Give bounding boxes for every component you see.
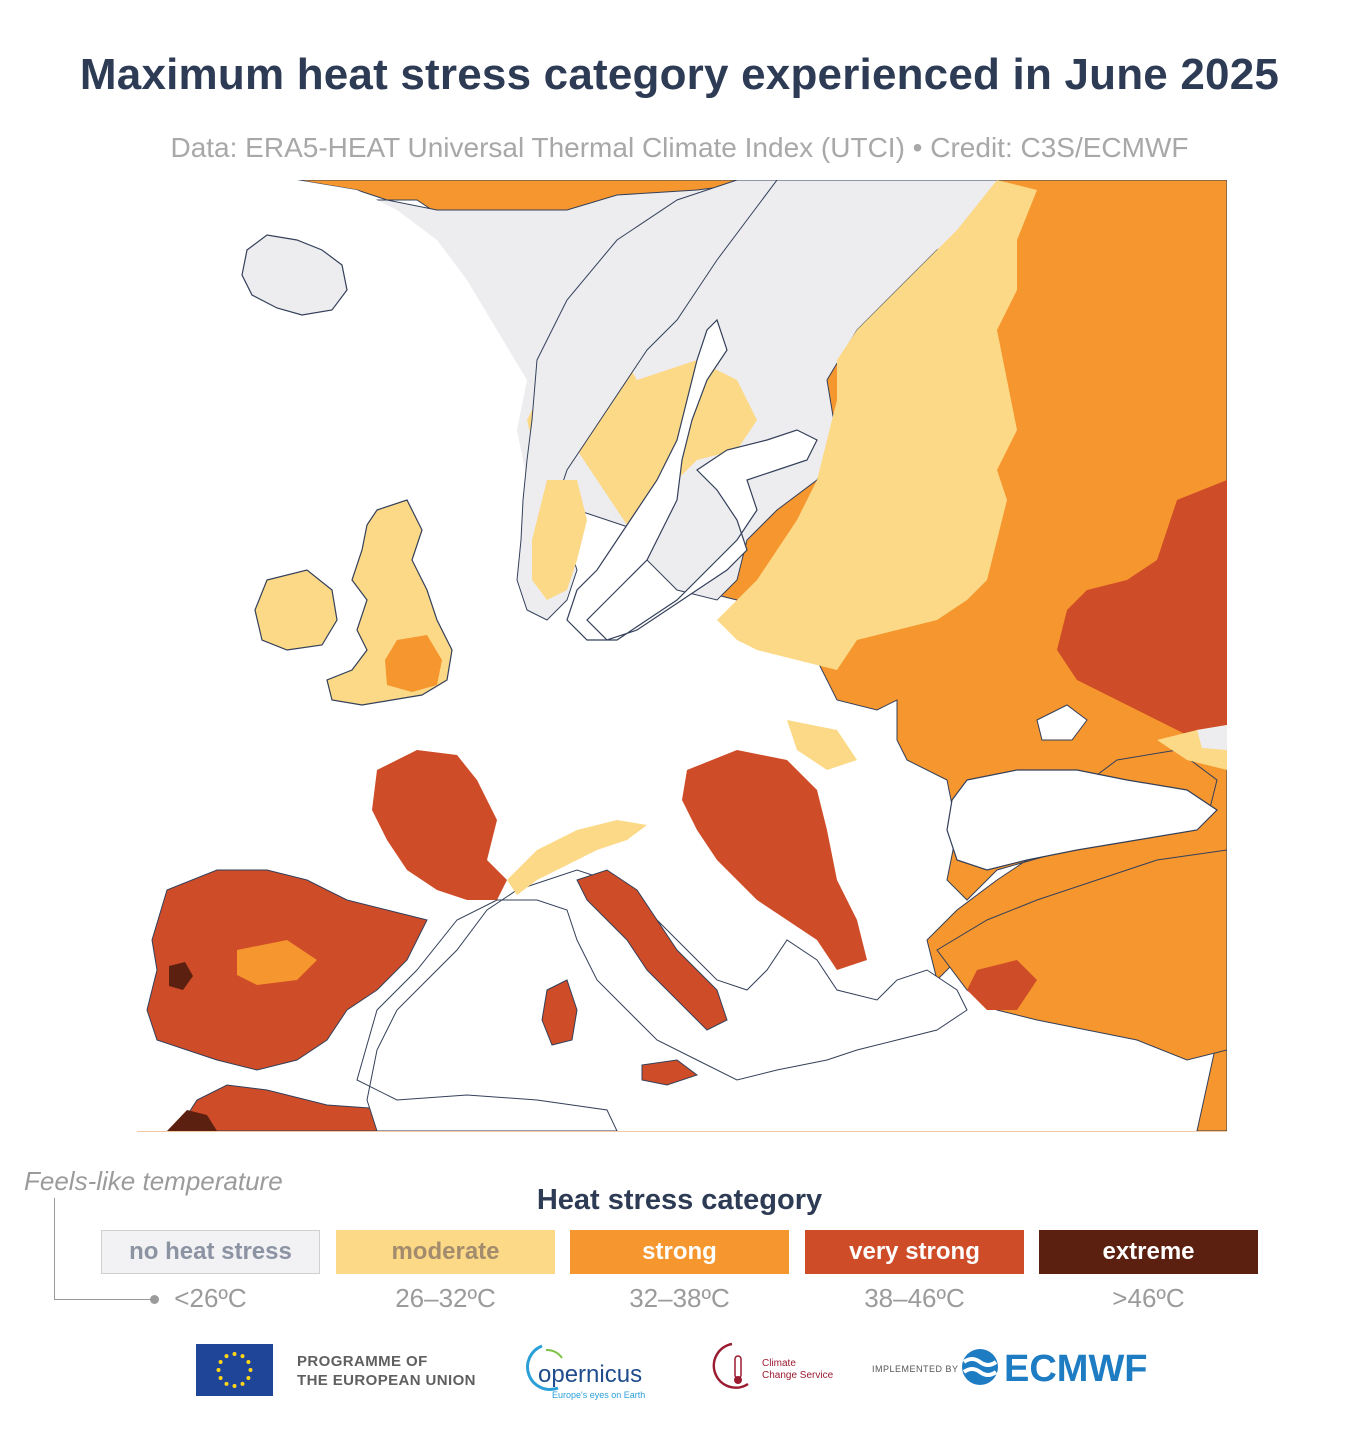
moderate-sweden-finland: [577, 360, 757, 540]
legend-category-very-strong: very strong: [805, 1230, 1024, 1274]
sea-of-azov: [1036, 704, 1088, 741]
legend-guide-vertical: [54, 1198, 55, 1300]
copernicus-logo: opernicus Europe's eyes on Earth: [514, 1340, 674, 1404]
eu-line-1: PROGRAMME OF: [297, 1353, 428, 1370]
legend-guide-dot: [150, 1295, 159, 1304]
ecmwf-wave-icon: ECMWF: [962, 1348, 1148, 1390]
italy: [576, 869, 728, 1031]
legend-category-extreme: extreme: [1039, 1230, 1258, 1274]
legend-guide-horizontal: [54, 1299, 154, 1300]
feels-like-note: Feels-like temperature: [24, 1166, 283, 1196]
copernicus-name: opernicus: [538, 1361, 642, 1388]
east-no-heat-patch: [1197, 725, 1227, 750]
legend-label: very strong: [849, 1238, 980, 1265]
c3s-line-1: Climate: [762, 1358, 796, 1369]
alps-moderate: [507, 820, 647, 895]
legend-label: no heat stress: [129, 1238, 292, 1265]
legend-label: strong: [642, 1238, 717, 1265]
legend-category-no-heat-stress: no heat stress: [101, 1230, 320, 1274]
ecmwf-text: ECMWF: [1004, 1348, 1148, 1388]
c3s-logo: Climate Change Service: [708, 1340, 848, 1398]
iceland: [241, 234, 348, 316]
copernicus-tagline: Europe's eyes on Earth: [552, 1390, 645, 1400]
copernicus-c-icon: opernicus Europe's eyes on Earth: [526, 1344, 645, 1400]
map-svg: [137, 180, 1227, 1131]
legend-range: 38–46ºC: [864, 1283, 965, 1313]
africa-extreme: [167, 1110, 217, 1131]
eu-stars-icon: [216, 1352, 253, 1388]
russia-very-strong-east: [1057, 480, 1227, 740]
page-title: Maximum heat stress category experienced…: [79, 50, 1280, 99]
black-sea: [946, 769, 1218, 871]
legend-label: extreme: [1102, 1238, 1195, 1265]
iberia-extreme: [169, 962, 193, 990]
balkans-very-strong: [682, 750, 867, 970]
europe-heat-stress-map: [137, 180, 1227, 1132]
eu-flag-logo: [196, 1344, 273, 1396]
ireland: [254, 569, 338, 651]
england-strong: [385, 635, 442, 692]
moderate-band-north: [717, 180, 1037, 670]
iberia-strong-inner: [237, 940, 317, 985]
legend-range: 26–32ºC: [395, 1283, 496, 1313]
c3s-line-2: Change Service: [762, 1370, 834, 1381]
implemented-by-label: IMPLEMENTED BY: [872, 1364, 959, 1374]
legend-category-moderate: moderate: [336, 1230, 555, 1274]
norway-land: [516, 180, 778, 621]
climate-change-service-icon: Climate Change Service: [712, 1342, 834, 1389]
france-very-strong: [372, 750, 507, 900]
ecmwf-logo: ECMWF: [958, 1346, 1174, 1390]
north-sea: [137, 180, 557, 890]
legend-range: <26ºC: [174, 1283, 247, 1313]
legend-range: >46ºC: [1112, 1283, 1185, 1313]
sicily: [641, 1059, 699, 1086]
baltic-sea: [566, 318, 818, 641]
south-norway-moderate: [532, 480, 587, 600]
russia-moderate-streak: [787, 720, 857, 770]
eu-line-2: THE EUROPEAN UNION: [297, 1372, 476, 1389]
mediterranean-sea: [356, 869, 968, 1131]
legend-title: Heat stress category: [536, 1184, 823, 1216]
eu-programme-text: PROGRAMME OF THE EUROPEAN UNION: [297, 1352, 476, 1390]
page-subtitle: Data: ERA5-HEAT Universal Thermal Climat…: [170, 132, 1189, 163]
corsica-sardinia: [541, 979, 578, 1046]
turkey-very-strong: [967, 960, 1037, 1010]
legend-category-strong: strong: [570, 1230, 789, 1274]
legend-range: 32–38ºC: [629, 1283, 730, 1313]
legend-label: moderate: [391, 1238, 500, 1265]
